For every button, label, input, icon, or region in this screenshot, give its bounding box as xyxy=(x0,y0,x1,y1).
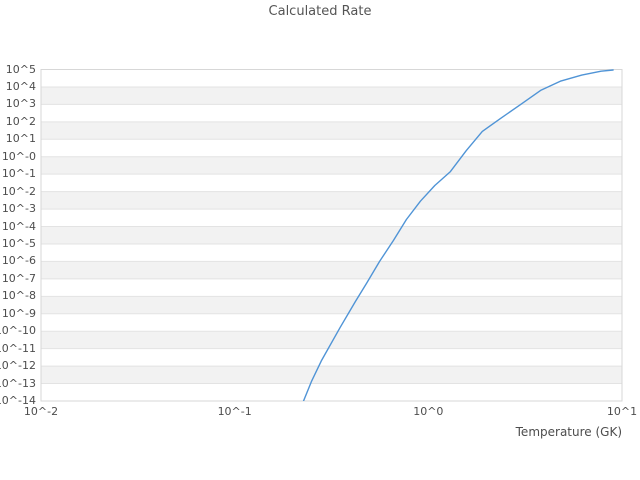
x-tick-label: 10^1 xyxy=(606,405,638,418)
decade-band xyxy=(41,296,622,314)
plot-border xyxy=(40,69,623,402)
y-tick-label: 10^5 xyxy=(5,62,36,76)
y-tick-label: 10^-13 xyxy=(0,376,36,390)
y-tick-label: 10^-5 xyxy=(1,236,36,250)
y-tick-label: 10^-0 xyxy=(1,149,36,163)
y-tick-label: 10^-1 xyxy=(1,167,36,181)
decade-band xyxy=(41,366,622,384)
y-tick-label: 10^-3 xyxy=(1,202,36,216)
y-tick-label: 10^-7 xyxy=(1,271,36,285)
rate-curve-line xyxy=(302,69,614,401)
x-tick-label: 10^-1 xyxy=(217,405,252,418)
x-axis-title: Temperature (GK) xyxy=(515,425,622,439)
decade-band xyxy=(41,121,622,140)
decade-band xyxy=(41,191,622,210)
y-tick-label: 10^-9 xyxy=(1,306,36,320)
y-tick-label: 10^2 xyxy=(5,114,36,128)
decade-band xyxy=(41,86,622,105)
decade-band xyxy=(41,331,622,349)
y-tick-label: 10^-14 xyxy=(0,394,36,407)
y-tick-label: 10^-12 xyxy=(0,359,36,373)
y-tick-label: 10^-6 xyxy=(1,254,36,268)
decade-band xyxy=(41,226,622,244)
decade-bands xyxy=(41,86,622,384)
x-tick-label: 10^0 xyxy=(413,405,444,418)
y-tick-label: 10^3 xyxy=(5,97,36,111)
y-tick-label: 10^4 xyxy=(5,79,36,93)
decade-band xyxy=(41,261,622,279)
decade-band xyxy=(41,156,622,175)
y-tick-label: 10^-4 xyxy=(1,219,36,233)
chart-title: Calculated Rate xyxy=(268,4,372,19)
y-tick-label: 10^-10 xyxy=(0,324,36,338)
y-tick-label: 10^-11 xyxy=(0,341,36,355)
x-tick-label: 10^-2 xyxy=(23,405,59,418)
y-tick-label: 10^-2 xyxy=(1,184,36,198)
y-tick-label: 10^1 xyxy=(5,132,36,146)
y-tick-label: 10^-8 xyxy=(1,289,36,303)
gridlines xyxy=(41,86,622,385)
